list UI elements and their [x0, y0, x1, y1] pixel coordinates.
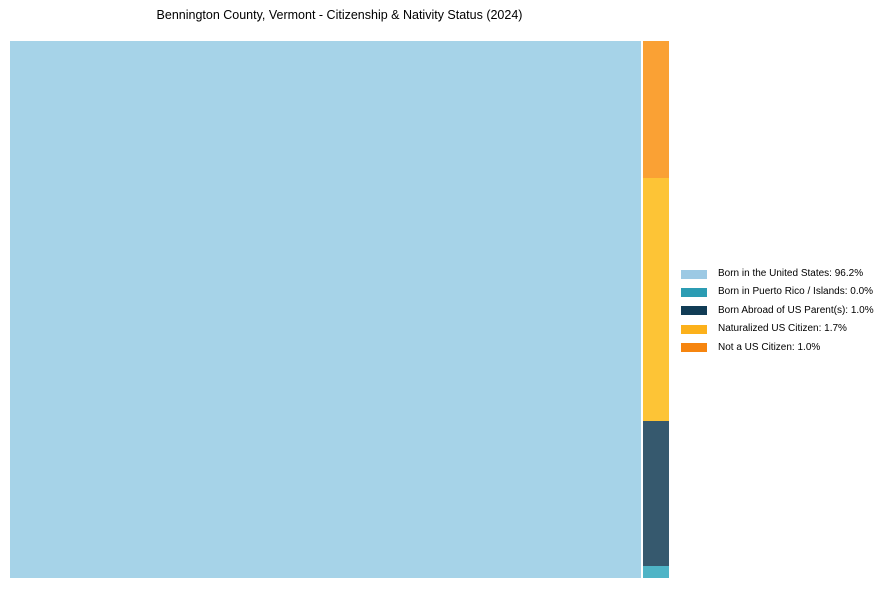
- legend-label: Born Abroad of US Parent(s): 1.0%: [718, 304, 874, 316]
- chart-title: Bennington County, Vermont - Citizenship…: [156, 8, 523, 22]
- legend-item-born-in-puerto-rico-islands: Born in Puerto Rico / Islands: 0.0%: [681, 286, 874, 298]
- legend-item-born-in-the-united-states: Born in the United States: 96.2%: [681, 268, 874, 280]
- legend-item-born-abroad-of-us-parent-s: Born Abroad of US Parent(s): 1.0%: [681, 305, 874, 317]
- legend-swatch-icon: [681, 287, 707, 297]
- legend-swatch-icon: [681, 324, 707, 334]
- legend-item-not-a-us-citizen: Not a US Citizen: 1.0%: [681, 342, 874, 354]
- treemap-cell-born-abroad-of-us-parent-s: [643, 421, 669, 566]
- legend-swatch-icon: [681, 269, 707, 279]
- treemap: [10, 41, 669, 578]
- legend: Born in the United States: 96.2% Born in …: [681, 268, 874, 360]
- legend-label: Naturalized US Citizen: 1.7%: [718, 323, 847, 335]
- legend-swatch-icon: [681, 306, 707, 316]
- treemap-cell-born-in-the-united-states: [10, 41, 641, 578]
- legend-swatch-icon: [681, 343, 707, 353]
- legend-item-naturalized-us-citizen: Naturalized US Citizen: 1.7%: [681, 323, 874, 335]
- legend-label: Born in Puerto Rico / Islands: 0.0%: [718, 286, 874, 298]
- legend-label: Not a US Citizen: 1.0%: [718, 341, 821, 353]
- legend-label: Born in the United States: 96.2%: [718, 268, 864, 279]
- treemap-cell-born-in-puerto-rico-islands: [643, 566, 669, 578]
- treemap-cell-naturalized-us-citizen: [643, 178, 669, 421]
- treemap-cell-not-a-us-citizen: [643, 41, 669, 178]
